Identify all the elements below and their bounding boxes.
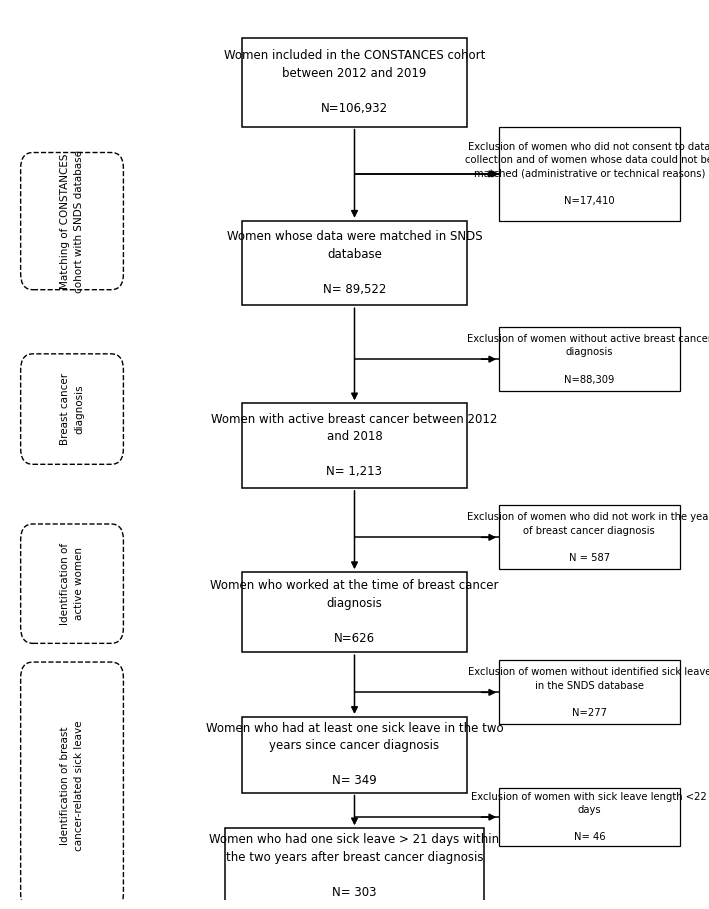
Text: Identification of
active women: Identification of active women <box>60 543 84 624</box>
FancyBboxPatch shape <box>21 153 123 290</box>
Text: Women who had one sick leave > 21 days within
the two years after breast cancer : Women who had one sick leave > 21 days w… <box>209 834 500 899</box>
Text: Women with active breast cancer between 2012
and 2018

N= 1,213: Women with active breast cancer between … <box>211 413 498 478</box>
Text: Women whose data were matched in SNDS
database

N= 89,522: Women whose data were matched in SNDS da… <box>227 230 482 295</box>
Text: Exclusion of women without active breast cancer
diagnosis

N=88,309: Exclusion of women without active breast… <box>467 334 709 385</box>
FancyBboxPatch shape <box>499 327 679 391</box>
FancyBboxPatch shape <box>242 717 467 793</box>
FancyBboxPatch shape <box>21 354 123 464</box>
FancyBboxPatch shape <box>499 788 679 846</box>
FancyBboxPatch shape <box>225 828 484 904</box>
FancyBboxPatch shape <box>499 505 679 569</box>
Text: Identification of breast
cancer-related sick leave: Identification of breast cancer-related … <box>60 721 84 851</box>
Text: Exclusion of women who did not consent to data
collection and of women whose dat: Exclusion of women who did not consent t… <box>465 142 709 206</box>
FancyBboxPatch shape <box>499 660 679 724</box>
FancyBboxPatch shape <box>499 127 679 221</box>
Text: Exclusion of women without identified sick leave
in the SNDS database

N=277: Exclusion of women without identified si… <box>468 667 709 718</box>
FancyBboxPatch shape <box>21 524 123 644</box>
Text: Exclusion of women with sick leave length <22
days

N= 46: Exclusion of women with sick leave lengt… <box>471 792 707 843</box>
Text: Women included in the CONSTANCES cohort
between 2012 and 2019

N=106,932: Women included in the CONSTANCES cohort … <box>224 49 485 115</box>
Text: Women who worked at the time of breast cancer
diagnosis

N=626: Women who worked at the time of breast c… <box>211 579 498 644</box>
Text: Matching of CONSTANCES
cohort with SNDS database: Matching of CONSTANCES cohort with SNDS … <box>60 150 84 293</box>
FancyBboxPatch shape <box>242 221 467 305</box>
Text: Women who had at least one sick leave in the two
years since cancer diagnosis

N: Women who had at least one sick leave in… <box>206 722 503 787</box>
Text: Breast cancer
diagnosis: Breast cancer diagnosis <box>60 373 84 445</box>
FancyBboxPatch shape <box>21 662 123 909</box>
Text: Exclusion of women who did not work in the year
of breast cancer diagnosis

N = : Exclusion of women who did not work in t… <box>467 512 709 563</box>
FancyBboxPatch shape <box>242 37 467 126</box>
FancyBboxPatch shape <box>242 572 467 653</box>
FancyBboxPatch shape <box>242 404 467 488</box>
